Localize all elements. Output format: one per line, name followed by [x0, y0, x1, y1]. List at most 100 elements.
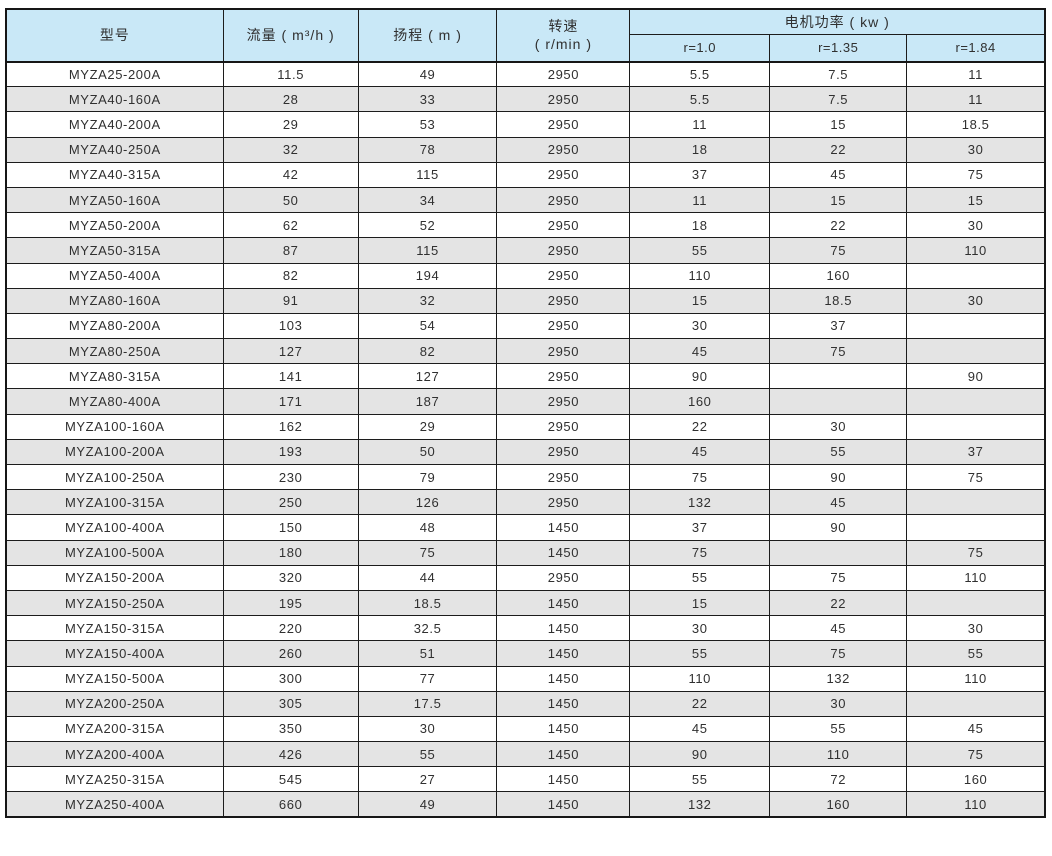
power-r10-cell: 55	[629, 237, 771, 264]
power-r10-cell: 30	[629, 615, 771, 642]
power-r184-cell: 75	[906, 539, 1046, 566]
power-r10-cell: 15	[629, 287, 771, 314]
flow-cell: 250	[222, 489, 359, 516]
speed-cell: 2950	[496, 438, 631, 466]
table-row: MYZA200-400A 426 55 1450 90 110 75	[5, 741, 1046, 768]
head-cell: 115	[357, 161, 498, 188]
speed-cell: 2950	[496, 287, 631, 314]
table-row: MYZA80-315A 141 127 2950 90 90	[5, 363, 1046, 390]
power-r184-cell: 110	[906, 791, 1046, 818]
power-r184-cell	[906, 489, 1046, 516]
speed-cell: 2950	[496, 413, 631, 440]
flow-cell: 91	[222, 287, 359, 314]
head-cell: 32	[357, 287, 498, 314]
model-cell: MYZA50-315A	[5, 237, 224, 264]
model-cell: MYZA50-400A	[5, 262, 224, 289]
flow-cell: 11.5	[222, 60, 359, 88]
speed-cell: 2950	[496, 161, 631, 188]
power-r135-cell: 55	[769, 438, 908, 466]
power-r184-cell: 11	[906, 60, 1046, 88]
speed-cell: 2950	[496, 86, 631, 113]
flow-cell: 150	[222, 514, 359, 541]
table-row: MYZA50-400A 82 194 2950 110 160	[5, 262, 1046, 289]
power-r10-cell: 45	[629, 438, 771, 466]
model-cell: MYZA100-315A	[5, 489, 224, 516]
speed-cell: 2950	[496, 212, 631, 239]
model-cell: MYZA80-315A	[5, 363, 224, 390]
power-r135-cell: 22	[769, 136, 908, 163]
table-row: MYZA40-250A 32 78 2950 18 22 30	[5, 136, 1046, 163]
power-r10-cell: 22	[629, 690, 771, 717]
head-cell: 34	[357, 186, 498, 214]
table-row: MYZA80-160A 91 32 2950 15 18.5 30	[5, 287, 1046, 314]
power-r184-cell	[906, 262, 1046, 289]
flow-cell: 127	[222, 338, 359, 365]
power-r135-cell: 7.5	[769, 86, 908, 113]
flow-cell: 220	[222, 615, 359, 642]
head-cell: 54	[357, 312, 498, 340]
power-r184-cell: 37	[906, 438, 1046, 466]
speed-cell: 2950	[496, 237, 631, 264]
table-row: MYZA50-160A 50 34 2950 11 15 15	[5, 186, 1046, 214]
speed-cell: 2950	[496, 338, 631, 365]
speed-cell: 1450	[496, 615, 631, 642]
flow-cell: 230	[222, 463, 359, 491]
column-header-motor-power-group: 电机功率 ( kw )	[629, 8, 1046, 35]
model-cell: MYZA40-315A	[5, 161, 224, 188]
power-r135-cell: 75	[769, 237, 908, 264]
model-cell: MYZA100-200A	[5, 438, 224, 466]
speed-cell: 1450	[496, 766, 631, 793]
power-r10-cell: 55	[629, 766, 771, 793]
flow-cell: 180	[222, 539, 359, 566]
power-r184-cell	[906, 589, 1046, 617]
speed-header-line1: 转速	[548, 18, 579, 35]
power-r184-cell: 160	[906, 766, 1046, 793]
flow-cell: 320	[222, 564, 359, 591]
power-r135-cell: 55	[769, 715, 908, 743]
speed-cell: 1450	[496, 741, 631, 768]
column-header-model: 型号	[5, 8, 224, 62]
table-row: MYZA40-200A 29 53 2950 11 15 18.5	[5, 111, 1046, 138]
model-cell: MYZA50-160A	[5, 186, 224, 214]
power-r184-cell	[906, 413, 1046, 440]
flow-cell: 545	[222, 766, 359, 793]
table-row: MYZA50-200A 62 52 2950 18 22 30	[5, 212, 1046, 239]
power-r10-cell: 132	[629, 791, 771, 818]
power-r184-cell	[906, 312, 1046, 340]
table-row: MYZA100-315A 250 126 2950 132 45	[5, 489, 1046, 516]
table-row: MYZA150-200A 320 44 2950 55 75 110	[5, 564, 1046, 591]
power-r184-cell: 90	[906, 363, 1046, 390]
flow-cell: 28	[222, 86, 359, 113]
model-cell: MYZA200-315A	[5, 715, 224, 743]
power-r10-cell: 18	[629, 136, 771, 163]
head-cell: 127	[357, 363, 498, 390]
head-cell: 79	[357, 463, 498, 491]
flow-cell: 87	[222, 237, 359, 264]
power-r135-cell: 72	[769, 766, 908, 793]
speed-cell: 1450	[496, 690, 631, 717]
speed-cell: 2950	[496, 312, 631, 340]
flow-cell: 260	[222, 640, 359, 667]
head-cell: 50	[357, 438, 498, 466]
head-cell: 52	[357, 212, 498, 239]
speed-cell: 2950	[496, 388, 631, 415]
power-r135-cell: 22	[769, 212, 908, 239]
power-r184-cell	[906, 388, 1046, 415]
power-r135-cell: 75	[769, 640, 908, 667]
power-r135-cell: 18.5	[769, 287, 908, 314]
model-cell: MYZA200-400A	[5, 741, 224, 768]
power-r10-cell: 55	[629, 564, 771, 591]
power-r10-cell: 160	[629, 388, 771, 415]
model-cell: MYZA200-250A	[5, 690, 224, 717]
speed-cell: 2950	[496, 186, 631, 214]
power-r10-cell: 90	[629, 363, 771, 390]
model-cell: MYZA250-400A	[5, 791, 224, 818]
column-header-power-r135: r=1.35	[769, 34, 908, 62]
model-cell: MYZA80-160A	[5, 287, 224, 314]
speed-cell: 1450	[496, 589, 631, 617]
model-cell: MYZA150-250A	[5, 589, 224, 617]
speed-cell: 1450	[496, 715, 631, 743]
model-cell: MYZA250-315A	[5, 766, 224, 793]
table-row: MYZA80-400A 171 187 2950 160	[5, 388, 1046, 415]
